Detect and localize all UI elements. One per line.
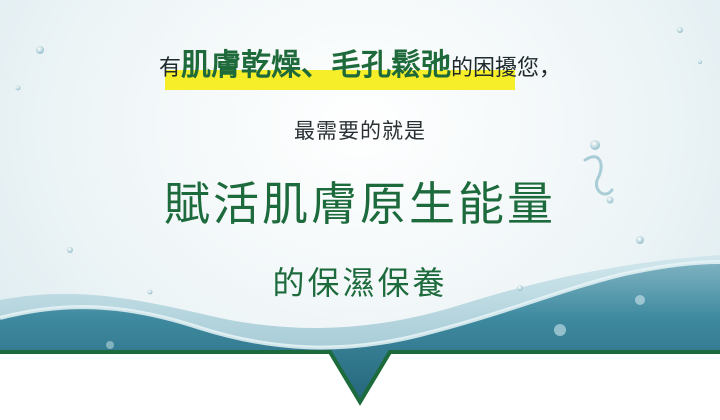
main-subtitle: 的保濕保養 (272, 264, 448, 302)
headline-separator: 、 (301, 48, 331, 83)
water-drop (67, 247, 73, 253)
water-drop (36, 46, 44, 54)
yellow-highlight (164, 70, 516, 90)
water-drop (677, 27, 683, 33)
water-bubble (106, 341, 114, 349)
subheadline: 最需要的就是 (294, 119, 426, 143)
bottom-panel (0, 354, 720, 420)
chevron-divider (0, 350, 720, 406)
water-drop (147, 289, 153, 295)
water-bubble (554, 324, 566, 336)
headline-problem: 有肌膚乾燥、毛孔鬆弛的困擾您， (0, 40, 720, 96)
water-drop (636, 236, 644, 244)
headline-dry-skin: 肌膚乾燥 (181, 48, 301, 83)
headline-prefix: 有 (158, 56, 181, 81)
wave-foam (0, 260, 720, 350)
headline-loose-pores: 毛孔鬆弛 (331, 48, 451, 83)
water-drop (606, 196, 614, 204)
water-drop (590, 140, 600, 150)
water-drop (15, 85, 21, 91)
water-splash (583, 155, 614, 196)
main-title: 賦活肌膚原生能量 (164, 177, 556, 231)
water-bubble (635, 295, 645, 305)
water-drop (517, 285, 523, 291)
headline-suffix: 的困擾您， (451, 56, 562, 81)
water-drop (698, 60, 702, 64)
